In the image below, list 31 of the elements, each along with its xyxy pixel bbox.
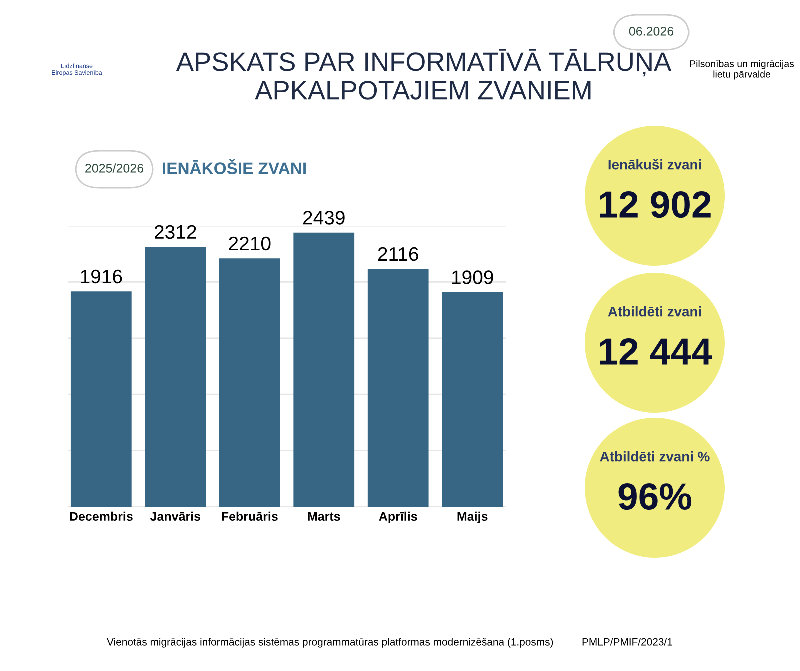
x-tick-label: Februāris bbox=[222, 512, 278, 522]
x-tick-label: Janvāris bbox=[150, 512, 200, 522]
data-label: 1916 bbox=[81, 270, 122, 284]
text: Atbildēti zvani % bbox=[600, 452, 710, 462]
bar bbox=[145, 247, 206, 507]
text: Atbildēti zvani bbox=[608, 306, 702, 317]
text: 2025/2026 bbox=[86, 164, 144, 173]
text: Vienotās migrācijas informācijas sistēmas programmatūras platformas modernizēšana (1.posms) bbox=[107, 638, 554, 648]
bar bbox=[70, 292, 132, 507]
bar bbox=[219, 258, 280, 507]
text: PMLP/PMIF/2023/1 bbox=[582, 638, 672, 646]
x-tick-label: Aprīlis bbox=[379, 512, 418, 524]
data-label: 1909 bbox=[452, 270, 494, 284]
data-label: 2312 bbox=[154, 225, 196, 240]
text: 12 902 bbox=[600, 192, 711, 218]
text: 06.2026 bbox=[629, 27, 674, 36]
data-label: 2210 bbox=[229, 236, 271, 251]
chart-subtitle: IENĀKOŠIE ZVANI bbox=[163, 159, 306, 174]
bar bbox=[294, 232, 355, 507]
x-tick-label: Maijs bbox=[458, 512, 488, 524]
data-label: 2439 bbox=[303, 211, 345, 225]
x-tick-label: Decembris bbox=[70, 512, 133, 522]
data-label: 2116 bbox=[378, 247, 418, 262]
text: 96% bbox=[618, 484, 692, 510]
bar bbox=[368, 269, 429, 507]
text: 12 444 bbox=[600, 338, 712, 365]
chart-title: APSKATS PAR INFORMATĪVĀ TĀLRUŅA APKALPOTAJIEM ZVANIEM bbox=[176, 49, 672, 100]
x-tick-label: Marts bbox=[308, 512, 340, 522]
text: Ienākuši zvani bbox=[608, 159, 702, 170]
bar bbox=[442, 292, 504, 507]
text: Pilsonības un migrācijas lietu pārvalde bbox=[690, 60, 794, 80]
